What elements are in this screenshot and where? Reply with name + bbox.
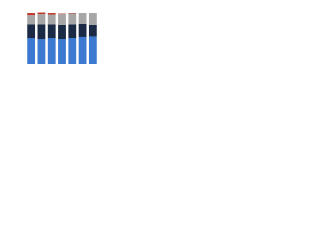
chart (0, 0, 100, 71)
bar-segment (68, 38, 77, 64)
bar-segment (27, 15, 36, 25)
bar-segment (58, 14, 66, 25)
bar-segment (27, 13, 36, 16)
bar-segment (37, 12, 46, 15)
bar-segment (88, 25, 97, 37)
bar-segment (68, 24, 77, 38)
bar-segment (78, 23, 87, 37)
bar-segment (37, 39, 46, 64)
bar-segment (58, 25, 66, 40)
bar-segment (88, 13, 97, 25)
bar-segment (47, 24, 56, 38)
bar-segment (78, 13, 87, 24)
bar-segment (88, 36, 97, 64)
bar-segment (27, 38, 36, 64)
bar-segment (37, 24, 46, 40)
bar-segment (68, 13, 77, 25)
bar-segment (58, 13, 66, 15)
bar-segment (27, 24, 36, 38)
bar-segment (47, 38, 56, 64)
bar-segment (78, 36, 87, 64)
bar-segment (58, 39, 66, 64)
bar-segment (37, 14, 46, 25)
bar-segment (47, 14, 56, 25)
bar-segment (47, 13, 56, 15)
bar-segment (68, 13, 77, 14)
